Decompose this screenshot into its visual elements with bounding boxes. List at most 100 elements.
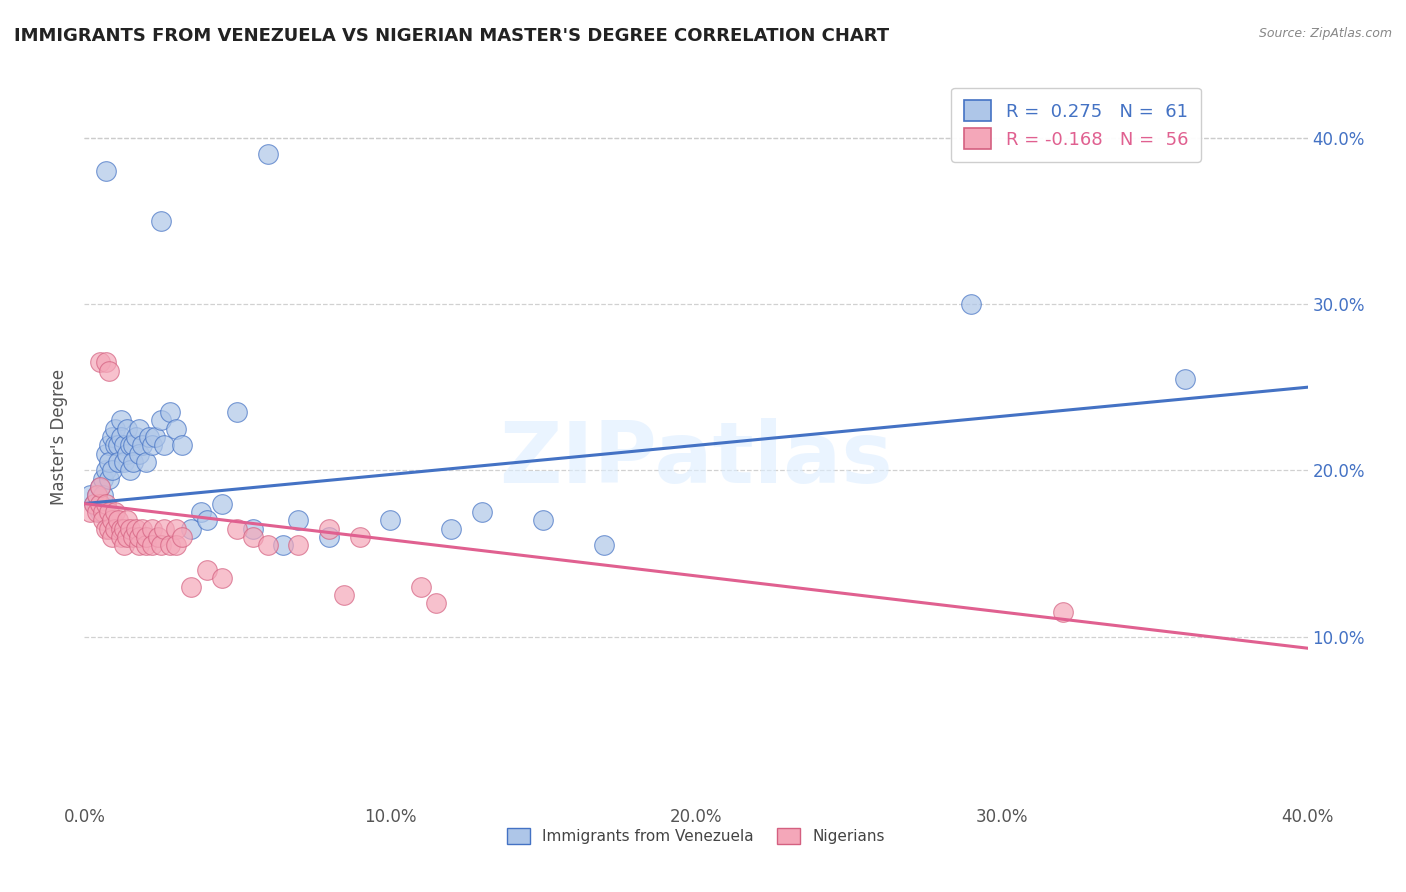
Point <box>159 405 181 419</box>
Point <box>122 530 145 544</box>
Legend: Immigrants from Venezuela, Nigerians: Immigrants from Venezuela, Nigerians <box>501 822 891 850</box>
Point <box>107 513 129 527</box>
Point <box>135 538 157 552</box>
Point <box>131 521 153 535</box>
Point <box>149 538 172 552</box>
Point <box>94 497 117 511</box>
Point <box>125 430 148 444</box>
Point <box>593 538 616 552</box>
Point <box>141 438 163 452</box>
Point <box>153 438 176 452</box>
Point <box>180 521 202 535</box>
Point <box>257 147 280 161</box>
Point <box>110 413 132 427</box>
Point <box>94 521 117 535</box>
Point <box>211 497 233 511</box>
Point <box>242 521 264 535</box>
Point <box>89 505 111 519</box>
Point <box>128 447 150 461</box>
Point <box>94 164 117 178</box>
Point <box>226 405 249 419</box>
Point <box>195 513 218 527</box>
Point <box>131 438 153 452</box>
Point <box>149 214 172 228</box>
Point <box>138 430 160 444</box>
Point <box>101 463 124 477</box>
Point <box>125 521 148 535</box>
Point <box>333 588 356 602</box>
Point <box>97 472 120 486</box>
Point <box>89 497 111 511</box>
Point <box>135 455 157 469</box>
Point <box>86 500 108 514</box>
Point <box>180 580 202 594</box>
Point <box>91 472 114 486</box>
Point <box>135 530 157 544</box>
Point <box>97 363 120 377</box>
Point <box>165 538 187 552</box>
Point <box>318 530 340 544</box>
Point <box>120 438 142 452</box>
Point <box>318 521 340 535</box>
Point <box>211 571 233 585</box>
Point <box>120 463 142 477</box>
Point <box>409 580 432 594</box>
Point <box>79 488 101 502</box>
Point <box>112 455 135 469</box>
Text: IMMIGRANTS FROM VENEZUELA VS NIGERIAN MASTER'S DEGREE CORRELATION CHART: IMMIGRANTS FROM VENEZUELA VS NIGERIAN MA… <box>14 27 889 45</box>
Point <box>104 521 127 535</box>
Point <box>257 538 280 552</box>
Point <box>91 488 114 502</box>
Point <box>172 438 194 452</box>
Point <box>112 521 135 535</box>
Point <box>97 505 120 519</box>
Point <box>83 497 105 511</box>
Point <box>89 355 111 369</box>
Point <box>101 430 124 444</box>
Point <box>91 513 114 527</box>
Point <box>79 505 101 519</box>
Point <box>195 563 218 577</box>
Point <box>101 530 124 544</box>
Point <box>89 480 111 494</box>
Point <box>128 530 150 544</box>
Point <box>97 455 120 469</box>
Point <box>112 438 135 452</box>
Point <box>89 480 111 494</box>
Point <box>128 422 150 436</box>
Point <box>242 530 264 544</box>
Point <box>471 505 494 519</box>
Point <box>110 530 132 544</box>
Point <box>94 447 117 461</box>
Y-axis label: Master's Degree: Master's Degree <box>51 369 69 505</box>
Point <box>349 530 371 544</box>
Point <box>83 497 105 511</box>
Point <box>190 505 212 519</box>
Point <box>120 521 142 535</box>
Point <box>86 488 108 502</box>
Text: ZIPatlas: ZIPatlas <box>499 417 893 500</box>
Point <box>165 521 187 535</box>
Point <box>107 438 129 452</box>
Point <box>149 413 172 427</box>
Point <box>101 513 124 527</box>
Point <box>97 438 120 452</box>
Point <box>271 538 294 552</box>
Point <box>159 538 181 552</box>
Text: Source: ZipAtlas.com: Source: ZipAtlas.com <box>1258 27 1392 40</box>
Point <box>226 521 249 535</box>
Point <box>440 521 463 535</box>
Point <box>141 538 163 552</box>
Point <box>143 430 166 444</box>
Point <box>122 455 145 469</box>
Point <box>97 521 120 535</box>
Point <box>112 538 135 552</box>
Point <box>960 297 983 311</box>
Point <box>104 422 127 436</box>
Point <box>91 505 114 519</box>
Point <box>287 538 309 552</box>
Point <box>128 538 150 552</box>
Point <box>531 513 554 527</box>
Point <box>115 513 138 527</box>
Point <box>165 422 187 436</box>
